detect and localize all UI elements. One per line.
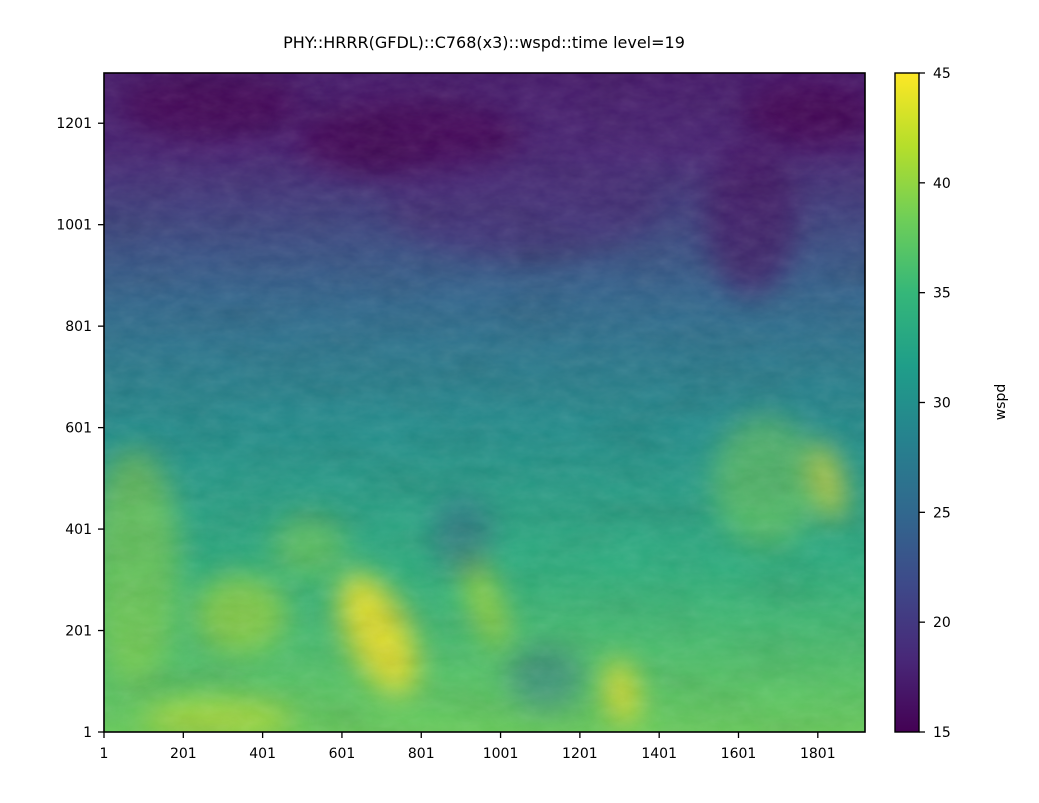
colorbar-tick-label: 20	[933, 615, 951, 631]
colorbar-tick-label: 40	[933, 176, 951, 192]
chart-title: PHY::HRRR(GFDL)::C768(x3)::wspd::time le…	[283, 33, 685, 52]
y-tick-label: 201	[65, 624, 92, 640]
x-tick-label: 1001	[483, 746, 519, 762]
y-tick-label: 601	[65, 421, 92, 437]
x-tick-label: 1401	[641, 746, 677, 762]
x-tick-label: 601	[329, 746, 356, 762]
y-tick-label: 401	[65, 522, 92, 538]
plot-frame	[103, 72, 866, 733]
colorbar-label: wspd	[993, 384, 1009, 421]
colorbar-tick-label: 30	[933, 396, 951, 412]
x-tick-label: 801	[408, 746, 435, 762]
heatmap-texture-light	[104, 73, 865, 732]
colorbar	[894, 72, 920, 733]
colorbar-tick-label: 15	[933, 725, 951, 741]
x-tick-label: 1601	[721, 746, 757, 762]
x-tick-label: 201	[170, 746, 197, 762]
colorbar-tick-label: 25	[933, 505, 951, 521]
x-axis: 1 201 401 601 801 1001 1201 1401 1601 1801	[100, 732, 836, 762]
y-tick-label: 1201	[56, 116, 92, 132]
colorbar-axis: 15 20 25 30 35 40 45	[919, 66, 951, 741]
x-tick-label: 1201	[562, 746, 598, 762]
x-tick-label: 401	[249, 746, 276, 762]
colorbar-tick-label: 45	[933, 66, 951, 82]
y-tick-label: 801	[65, 319, 92, 335]
x-tick-label: 1	[100, 746, 109, 762]
x-tick-label: 1801	[800, 746, 836, 762]
y-tick-label: 1001	[56, 218, 92, 234]
y-tick-label: 1	[83, 725, 92, 741]
heatmap-area	[104, 73, 865, 732]
colorbar-tick-label: 35	[933, 286, 951, 302]
